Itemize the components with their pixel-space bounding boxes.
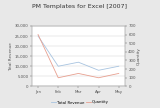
Y-axis label: Total Revenue: Total Revenue [9, 42, 13, 71]
Legend: Total Revenue, Quantity: Total Revenue, Quantity [49, 99, 111, 106]
Text: PM Templates for Excel [2007]: PM Templates for Excel [2007] [32, 4, 128, 9]
Y-axis label: Quantity: Quantity [137, 47, 141, 65]
